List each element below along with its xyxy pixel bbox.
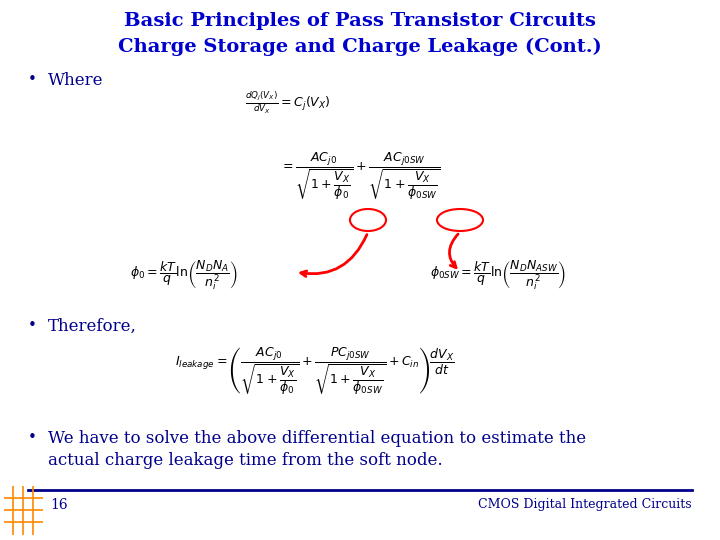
Text: Basic Principles of Pass Transistor Circuits: Basic Principles of Pass Transistor Circ… [124,12,596,30]
Text: Where: Where [48,72,104,89]
Text: •: • [28,72,37,87]
Text: $\frac{dQ_j(V_X)}{dV_X} = C_j(V_X)$: $\frac{dQ_j(V_X)}{dV_X} = C_j(V_X)$ [245,90,330,116]
Text: actual charge leakage time from the soft node.: actual charge leakage time from the soft… [48,452,443,469]
Text: •: • [28,430,37,445]
Text: Therefore,: Therefore, [48,318,137,335]
Text: •: • [28,318,37,333]
Text: Charge Storage and Charge Leakage (Cont.): Charge Storage and Charge Leakage (Cont.… [118,38,602,56]
Text: 16: 16 [50,498,68,512]
Text: $I_{leakage} = \left(\dfrac{AC_{j0}}{\sqrt{1+\dfrac{V_X}{\phi_0}}} + \dfrac{PC_{: $I_{leakage} = \left(\dfrac{AC_{j0}}{\sq… [175,345,455,397]
Text: $\phi_{0SW} = \dfrac{kT}{q}\ln\!\left(\dfrac{N_D N_{ASW}}{n_i^2}\right)$: $\phi_{0SW} = \dfrac{kT}{q}\ln\!\left(\d… [430,258,566,292]
Text: CMOS Digital Integrated Circuits: CMOS Digital Integrated Circuits [478,498,692,511]
Text: $= \dfrac{AC_{j0}}{\sqrt{1+\dfrac{V_X}{\phi_0}}} + \dfrac{AC_{j0SW}}{\sqrt{1+\df: $= \dfrac{AC_{j0}}{\sqrt{1+\dfrac{V_X}{\… [280,150,441,202]
Text: We have to solve the above differential equation to estimate the: We have to solve the above differential … [48,430,586,447]
Text: $\phi_0 = \dfrac{kT}{q}\ln\!\left(\dfrac{N_D N_A}{n_i^2}\right)$: $\phi_0 = \dfrac{kT}{q}\ln\!\left(\dfrac… [130,258,238,292]
